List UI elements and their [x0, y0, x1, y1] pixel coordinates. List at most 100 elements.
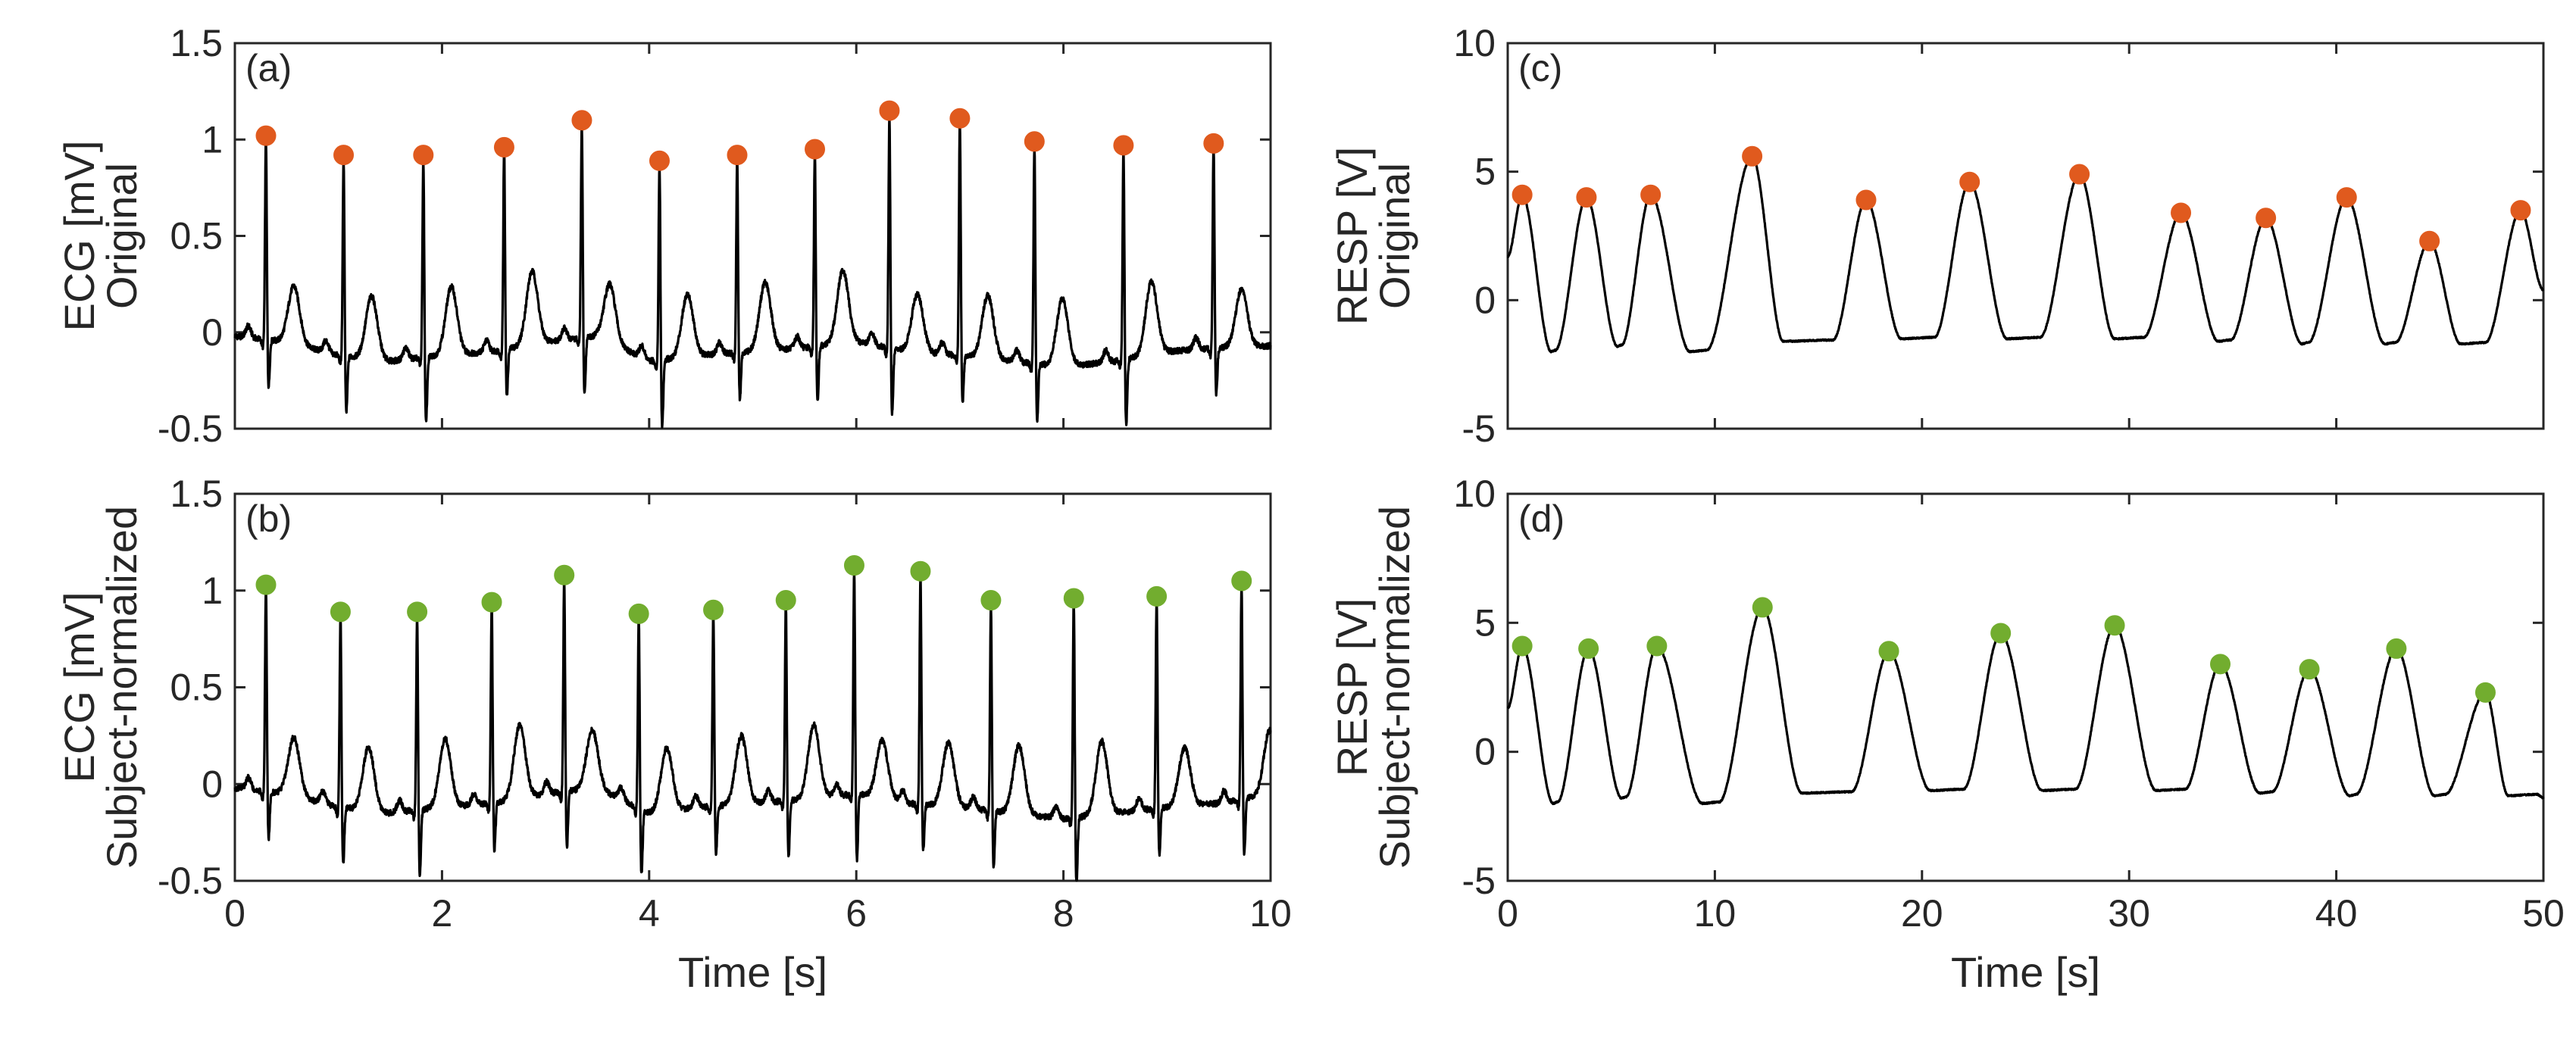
x-tick-label: 40: [2315, 892, 2358, 935]
peak-marker: [255, 574, 277, 595]
peak-marker: [805, 139, 826, 160]
y-tick-label: 0.5: [170, 215, 223, 258]
peak-marker: [1752, 597, 1773, 618]
x-axis-label: Time [s]: [678, 948, 827, 996]
x-tick-label: 50: [2522, 892, 2565, 935]
y-tick-label: 1: [202, 118, 223, 161]
y-tick-label: 5: [1474, 601, 1496, 644]
panel-c: -5 0 5 10 (c) RESP [V]Original: [1328, 22, 2545, 450]
x-tick-label: 30: [2108, 892, 2150, 935]
y-axis-label: ECG [mV]: [55, 591, 103, 782]
axes-frame: [1506, 492, 2545, 882]
peak-marker: [571, 110, 592, 131]
peak-marker: [554, 564, 575, 585]
y-tick-label: 0: [1474, 731, 1496, 773]
x-axis-label: Time [s]: [1951, 948, 2100, 996]
x-tick-label: 2: [431, 892, 452, 935]
y-tick-label: 1.5: [170, 22, 223, 64]
peak-marker: [843, 555, 864, 576]
y-axis-label: RESP [V]: [1328, 598, 1376, 777]
peak-marker: [2474, 682, 2496, 703]
peak-marker: [330, 601, 351, 623]
peak-marker: [2510, 200, 2531, 221]
peak-marker: [1990, 623, 2012, 644]
peak-marker: [1878, 641, 1899, 662]
y-tick-label: 0: [1474, 279, 1496, 321]
x-tick-label: 0: [224, 892, 245, 935]
peak-marker: [413, 145, 434, 166]
peak-marker: [1646, 635, 1668, 657]
peak-marker: [2256, 208, 2277, 229]
peak-marker: [333, 145, 355, 166]
peak-marker: [1203, 133, 1224, 154]
y-axis-label: Original: [1371, 163, 1418, 309]
peak-marker: [1640, 184, 1662, 205]
panel-label: (a): [245, 47, 292, 89]
panel-label: (d): [1518, 498, 1565, 540]
peak-marker: [493, 136, 514, 158]
x-tick-label: 20: [1901, 892, 1943, 935]
y-axis-label: Original: [98, 163, 145, 309]
panel-label: (c): [1518, 47, 1562, 89]
peak-marker: [727, 145, 748, 166]
y-tick-label: -5: [1462, 407, 1496, 450]
peak-marker: [703, 599, 724, 620]
peak-marker: [1113, 135, 1134, 156]
peak-marker: [649, 150, 670, 171]
x-tick-label: 6: [846, 892, 867, 935]
peak-marker: [1146, 585, 1168, 607]
peak-marker: [255, 125, 277, 146]
y-tick-label: 0.5: [170, 666, 223, 709]
y-axis-label: ECG [mV]: [55, 140, 103, 331]
peak-marker: [879, 100, 900, 121]
peak-marker: [1742, 145, 1763, 167]
peak-marker: [1855, 189, 1877, 211]
peak-marker: [1512, 635, 1533, 657]
peak-marker: [2171, 202, 2192, 223]
y-tick-label: -0.5: [158, 860, 223, 902]
peak-marker: [1959, 171, 1980, 192]
axes-frame: [1506, 42, 2545, 430]
peak-marker: [2104, 615, 2125, 636]
peak-marker: [775, 590, 796, 611]
peak-marker: [481, 591, 502, 613]
peak-marker: [628, 603, 649, 624]
peak-marker: [1512, 184, 1533, 205]
x-tick-label: 10: [1249, 892, 1292, 935]
y-axis-label: Subject-normalized: [1371, 506, 1418, 869]
peak-marker: [1063, 588, 1084, 609]
peak-marker: [949, 108, 971, 129]
peak-marker: [1024, 131, 1045, 152]
panel-a: -0.5 0 0.5 1 1.5 (a) ECG [mV]Original: [55, 22, 1272, 450]
signal-line: [1506, 155, 2545, 354]
peak-marker: [1231, 570, 1252, 591]
y-axis-label: Subject-normalized: [98, 506, 145, 869]
y-tick-label: -5: [1462, 860, 1496, 902]
y-tick-label: 1: [202, 570, 223, 612]
peak-marker: [2299, 659, 2320, 680]
peak-marker: [2336, 187, 2357, 208]
peak-marker: [910, 560, 931, 582]
peak-marker: [1576, 187, 1597, 208]
y-tick-label: 5: [1474, 151, 1496, 193]
x-tick-label: 0: [1497, 892, 1518, 935]
peak-marker: [980, 590, 1002, 611]
y-tick-label: 0: [202, 311, 223, 354]
signal-line: [233, 114, 1272, 429]
y-tick-label: 10: [1453, 22, 1496, 64]
panel-b: -0.500.511.50 2 4 6 8 10(b)ECG [mV]Subject-no…: [55, 473, 1292, 996]
y-tick-label: -0.5: [158, 407, 223, 450]
x-tick-label: 8: [1053, 892, 1074, 935]
y-tick-label: 1.5: [170, 473, 223, 515]
signal-line: [1506, 605, 2545, 806]
peak-marker: [407, 601, 428, 623]
x-tick-label: 10: [1694, 892, 1737, 935]
peak-marker: [2209, 654, 2231, 675]
y-tick-label: 0: [202, 763, 223, 805]
peak-marker: [2069, 164, 2090, 185]
peak-marker: [1578, 638, 1599, 659]
y-axis-label: RESP [V]: [1328, 147, 1376, 326]
